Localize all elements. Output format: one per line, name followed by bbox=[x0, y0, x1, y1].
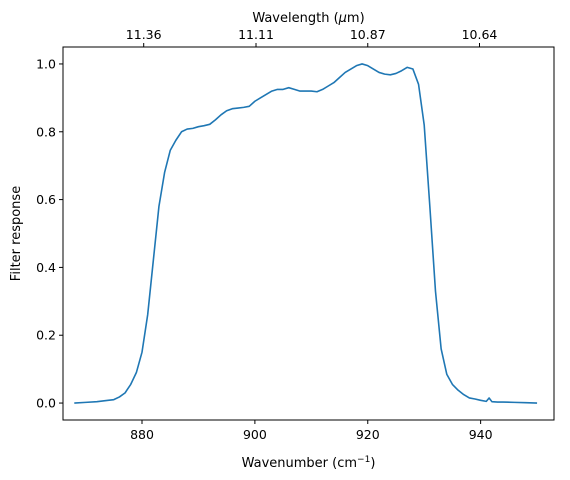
x-axis-label: Wavenumber (cm−1) bbox=[242, 455, 376, 471]
axes-frame bbox=[62, 46, 555, 421]
y-axis-label: Filter response bbox=[9, 186, 24, 281]
y-tick-label: 0.2 bbox=[36, 328, 56, 343]
x-tick-label: 940 bbox=[469, 427, 493, 442]
top-tick-label: 11.36 bbox=[126, 27, 162, 42]
top-tick-label: 11.11 bbox=[238, 27, 274, 42]
plot-area bbox=[74, 63, 538, 404]
axis-ticks: 880 900 920 940 0.0 0.2 0.4 0.6 0.8 1.0 11.36 11.11… bbox=[36, 27, 497, 442]
x-tick-label: 900 bbox=[243, 427, 267, 442]
series-line-0 bbox=[74, 63, 538, 404]
y-tick-label: 0.6 bbox=[36, 192, 56, 207]
y-tick-label: 0.8 bbox=[36, 124, 56, 139]
y-tick-label: 0.4 bbox=[36, 260, 56, 275]
x-tick-label: 880 bbox=[130, 427, 154, 442]
top-axis-label: Wavelength (μm) bbox=[252, 11, 364, 26]
top-tick-label: 10.87 bbox=[350, 27, 386, 42]
y-tick-label: 0.0 bbox=[36, 396, 56, 411]
y-tick-label: 1.0 bbox=[36, 56, 56, 71]
top-tick-label: 10.64 bbox=[462, 27, 498, 42]
x-tick-label: 920 bbox=[356, 427, 380, 442]
